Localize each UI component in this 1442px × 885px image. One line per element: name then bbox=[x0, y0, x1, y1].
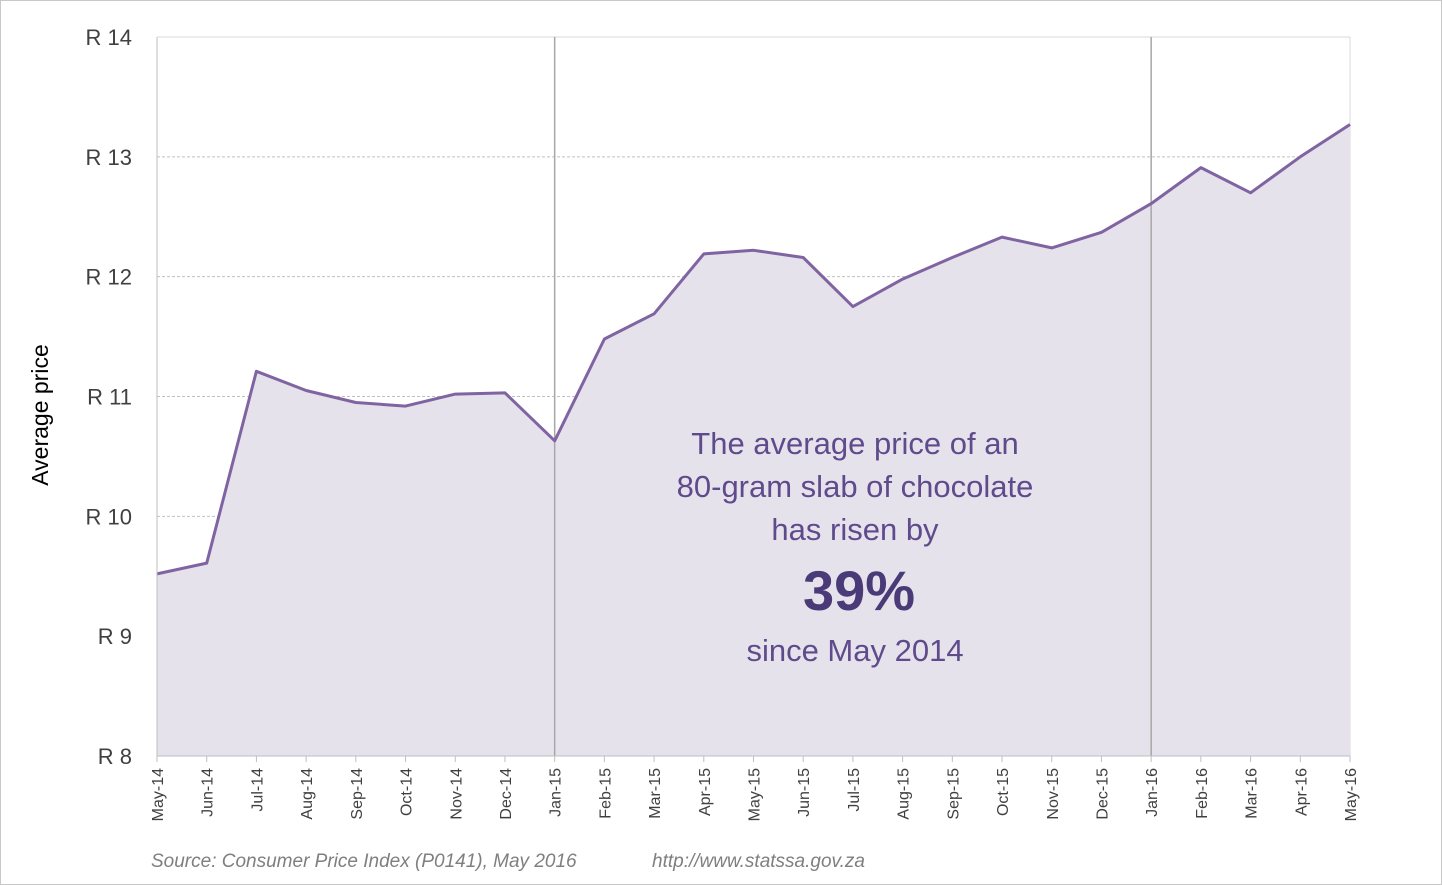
x-tick-label: Aug-15 bbox=[896, 768, 913, 820]
x-tick-label: Feb-15 bbox=[597, 768, 614, 819]
x-tick-label: Oct-15 bbox=[995, 768, 1012, 816]
annotation-line-after: since May 2014 bbox=[746, 633, 963, 668]
x-tick-label: Mar-16 bbox=[1244, 768, 1261, 819]
y-tick-label: R 8 bbox=[98, 744, 132, 769]
x-tick-label: Sep-14 bbox=[349, 768, 366, 820]
y-axis-label: Average price bbox=[27, 344, 53, 486]
annotation-highlight: 39% bbox=[803, 559, 915, 622]
x-tick-label: May-14 bbox=[150, 768, 167, 821]
x-tick-label: Dec-14 bbox=[498, 768, 515, 820]
y-tick-label: R 9 bbox=[98, 624, 132, 649]
x-tick-labels: May-14 Jun-14 Jul-14 Aug-14 Sep-14 Oct-14 Nov-… bbox=[150, 756, 1360, 821]
x-tick-label: Apr-16 bbox=[1293, 768, 1310, 816]
y-tick-label: R 11 bbox=[87, 385, 132, 410]
price-area bbox=[157, 124, 1350, 756]
x-tick-label: Jul-14 bbox=[249, 768, 266, 812]
x-tick-label: Feb-16 bbox=[1194, 768, 1211, 819]
y-tick-label: R 14 bbox=[86, 25, 132, 50]
annotation-line-3: has risen by bbox=[771, 512, 939, 547]
x-tick-label: Oct-14 bbox=[399, 768, 416, 816]
x-tick-label: Sep-15 bbox=[945, 768, 962, 820]
x-tick-label: Jan-16 bbox=[1144, 768, 1161, 817]
year-dividers bbox=[553, 37, 1152, 756]
x-tick-label: Jun-15 bbox=[796, 768, 813, 817]
x-tick-label: Dec-15 bbox=[1094, 768, 1111, 820]
y-tick-label: R 12 bbox=[86, 265, 132, 290]
source-url: http://www.statssa.gov.za bbox=[652, 851, 865, 872]
y-tick-label: R 13 bbox=[86, 145, 132, 170]
price-line bbox=[156, 123, 1351, 576]
annotation-callout: The average price of an 80-gram slab of … bbox=[677, 426, 1034, 668]
y-tick-labels: R 8 R 9 R 10 R 11 R 12 R 13 R 14 bbox=[86, 25, 132, 769]
x-tick-label: Jul-15 bbox=[846, 768, 863, 812]
x-tick-label: Nov-15 bbox=[1045, 768, 1062, 820]
x-tick-label: Nov-14 bbox=[448, 768, 465, 820]
annotation-line-1: The average price of an bbox=[691, 426, 1018, 461]
y-tick-label: R 10 bbox=[86, 504, 132, 529]
x-tick-label: Mar-15 bbox=[647, 768, 664, 819]
source-note: Source: Consumer Price Index (P0141), Ma… bbox=[151, 851, 577, 872]
x-tick-label: Jan-15 bbox=[548, 768, 565, 817]
x-tick-label: Jun-14 bbox=[200, 768, 217, 817]
x-tick-label: May-15 bbox=[747, 768, 764, 821]
x-tick-label: May-16 bbox=[1343, 768, 1360, 821]
x-tick-label: Aug-14 bbox=[299, 768, 316, 820]
annotation-line-2: 80-gram slab of chocolate bbox=[677, 469, 1034, 504]
x-tick-label: Apr-15 bbox=[697, 768, 714, 816]
